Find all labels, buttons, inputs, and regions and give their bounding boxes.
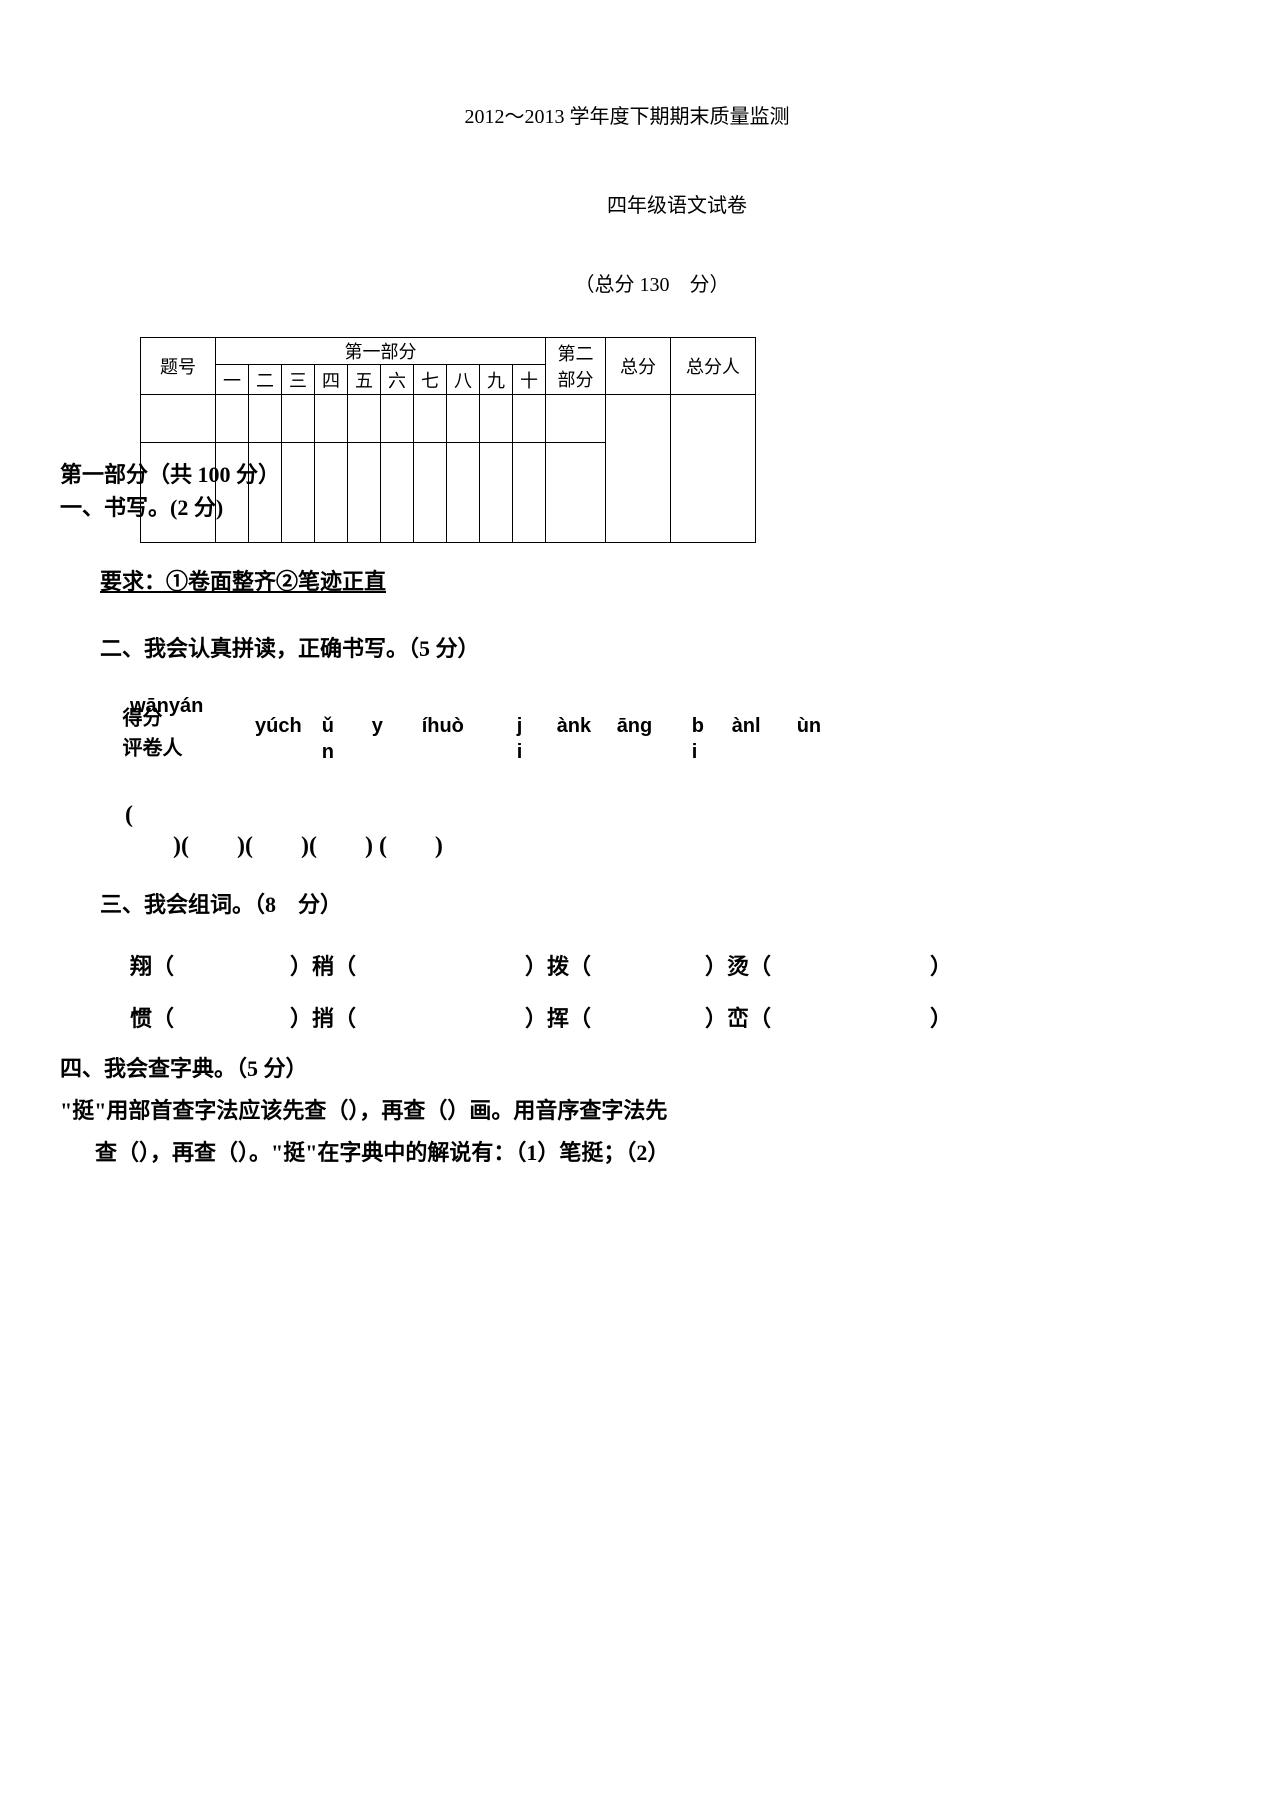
col-8: 八 — [447, 365, 480, 395]
col-6: 六 — [381, 365, 414, 395]
th-question-num: 题号 — [141, 338, 216, 395]
pinyin-4b: ànk — [557, 713, 597, 739]
section2-title: 二、我会认真拼读，正确书写。（5 分） — [100, 631, 1194, 663]
col-5: 五 — [348, 365, 381, 395]
col-1: 一 — [216, 365, 249, 395]
th-total: 总分 — [606, 338, 671, 395]
w8: ）挥（ — [525, 1001, 705, 1033]
section4-line1: "挺"用部首查字法应该先查（），再查（）画。用音序查字法先 — [60, 1090, 1194, 1132]
cell — [348, 395, 381, 443]
cell — [414, 395, 447, 443]
pinyin-4a: j i — [517, 713, 537, 765]
col-4: 四 — [315, 365, 348, 395]
pinyin-2a: yúch — [255, 713, 302, 739]
col-9: 九 — [480, 365, 513, 395]
cell — [381, 395, 414, 443]
pinyin-5c: ùn — [797, 713, 821, 739]
w3: ）拨（ — [525, 949, 705, 981]
col-10: 十 — [513, 365, 546, 395]
total-score-label: （总分 130 分） — [110, 268, 1194, 297]
w7: ）捎（ — [290, 1001, 525, 1033]
part1-header: 第一部分（共 100 分） — [60, 458, 1194, 491]
w2: ）稍（ — [290, 949, 525, 981]
word-row-1: 翔（ ）稍（ ）拨（ ）烫（ ） — [130, 949, 1194, 981]
section4-title: 四、我会查字典。（5 分） — [60, 1048, 1194, 1090]
table-header-row: 题号 第一部分 第二 部分 总分 总分人 — [141, 338, 756, 365]
word-row-2: 惯（ ）捎（ ）挥（ ）峦（ ） — [130, 1001, 1194, 1033]
th-person: 总分人 — [671, 338, 756, 395]
pinyin-5b: ànl — [732, 713, 777, 739]
cell — [249, 395, 282, 443]
cell — [315, 395, 348, 443]
pinyin-3b: íhuò — [422, 713, 497, 739]
cell — [141, 395, 216, 443]
cell — [447, 395, 480, 443]
exam-header: 2012～2013 学年度下期期末质量监测 — [60, 100, 1194, 129]
th-part1: 第一部分 — [216, 338, 546, 365]
col-7: 七 — [414, 365, 447, 395]
th-part2: 第二 部分 — [546, 338, 606, 395]
section4-line2: 查（），再查（）。"挺"在字典中的解说有：（1）笔挺；（2） — [95, 1132, 1194, 1174]
cell — [480, 395, 513, 443]
w4: ）烫（ — [705, 949, 930, 981]
section1-title: 一、书写。(2 分) — [60, 491, 1194, 524]
cell — [282, 395, 315, 443]
pinyin-row: wānyán yúch ǔ n y íhuò j i ànk āng b i à… — [130, 693, 1194, 765]
cell — [513, 395, 546, 443]
exam-subject: 四年级语文试卷 — [160, 189, 1194, 218]
page-container: 2012～2013 学年度下期期末质量监测 四年级语文试卷 （总分 130 分）… — [60, 100, 1194, 1174]
pinyin-3a: y — [372, 713, 402, 739]
table-row — [141, 395, 756, 443]
paren-row: ( )( )( )( ) ( ) — [125, 800, 1194, 862]
w1: 翔（ — [130, 949, 290, 981]
w9: ）峦（ — [705, 1001, 930, 1033]
cell — [546, 395, 606, 443]
pingjuan-label: 评卷人 — [120, 737, 180, 754]
section3-title: 三、我会组词。（8 分） — [100, 887, 1194, 919]
col-2: 二 — [249, 365, 282, 395]
col-3: 三 — [282, 365, 315, 395]
cell — [216, 395, 249, 443]
w10: ） — [930, 1001, 952, 1033]
section1-requirement: 要求：①卷面整齐②笔迹正直 — [100, 564, 1194, 596]
w6: 惯（ — [130, 1001, 290, 1033]
pinyin-2b: ǔ n — [322, 713, 352, 765]
pinyin-4c: āng — [617, 713, 672, 739]
defen-label: 得分 — [120, 707, 160, 727]
pinyin-5a: b i — [692, 713, 712, 765]
w5: ） — [930, 949, 952, 981]
